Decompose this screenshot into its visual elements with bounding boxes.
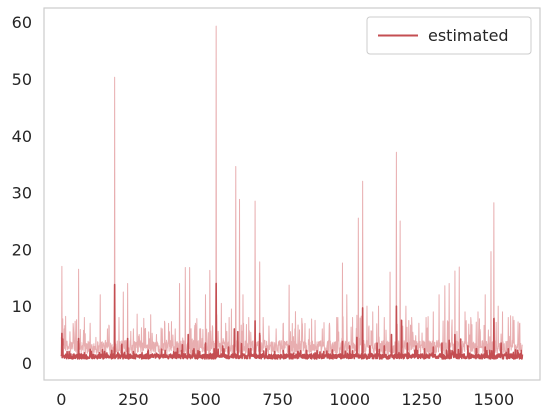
y-tick-label: 10 xyxy=(12,297,32,316)
y-tick-label: 20 xyxy=(12,240,32,259)
y-axis: 0 10 20 30 40 50 60 xyxy=(12,13,32,373)
series-estimated-line xyxy=(60,282,524,360)
legend-label-estimated: estimated xyxy=(428,26,509,45)
y-tick-label: 60 xyxy=(12,13,32,32)
y-tick-label: 40 xyxy=(12,127,32,146)
x-tick-label: 1500 xyxy=(474,390,515,409)
y-tick-label: 50 xyxy=(12,70,32,89)
legend: estimated xyxy=(366,16,532,55)
x-tick-label: 750 xyxy=(262,390,293,409)
plot-area xyxy=(60,25,524,360)
x-tick-label: 500 xyxy=(190,390,221,409)
y-tick-label: 0 xyxy=(22,354,32,373)
x-tick-label: 0 xyxy=(56,390,66,409)
series-band-line xyxy=(60,25,523,355)
x-tick-label: 250 xyxy=(118,390,149,409)
x-tick-label: 1000 xyxy=(329,390,370,409)
x-axis: 0 250 500 750 1000 1250 1500 xyxy=(56,390,514,409)
axes-frame xyxy=(43,7,541,381)
x-tick-label: 1250 xyxy=(401,390,442,409)
legend-box xyxy=(366,16,532,55)
y-tick-label: 30 xyxy=(12,184,32,203)
